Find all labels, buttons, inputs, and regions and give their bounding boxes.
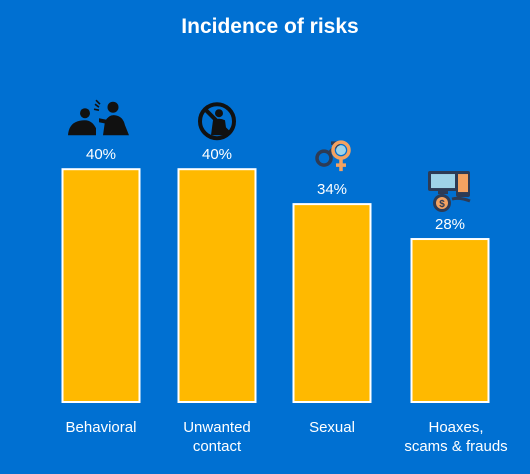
category-label-1-0: Unwanted: [183, 419, 251, 436]
category-label-2-0: Sexual: [309, 419, 355, 436]
svg-text:$: $: [439, 199, 445, 210]
value-label-3: 28%: [435, 216, 465, 233]
unwanted-contact-icon: [198, 102, 236, 141]
category-label-3-1: scams & frauds: [404, 438, 507, 455]
scam-fraud-icon: $: [428, 171, 471, 213]
category-label-1-1: contact: [193, 438, 242, 455]
category-label-3-0: Hoaxes,: [428, 419, 483, 436]
bar-1: [177, 168, 257, 403]
value-label-2: 34%: [317, 181, 347, 198]
bars-group: 40% Behavioral 40% Unwanted contact 34% Sexual…: [61, 146, 508, 455]
bar-2: [292, 203, 372, 403]
gender-symbols-icon: [315, 140, 351, 172]
category-label-0-0: Behavioral: [66, 419, 137, 436]
bar-0: [61, 168, 141, 403]
icons-group: $: [68, 99, 471, 213]
chart-title: Incidence of risks: [181, 15, 358, 38]
bar-3: [410, 238, 490, 403]
value-label-1: 40%: [202, 146, 232, 163]
behavioral-risk-icon: [68, 99, 129, 136]
value-label-0: 40%: [86, 146, 116, 163]
